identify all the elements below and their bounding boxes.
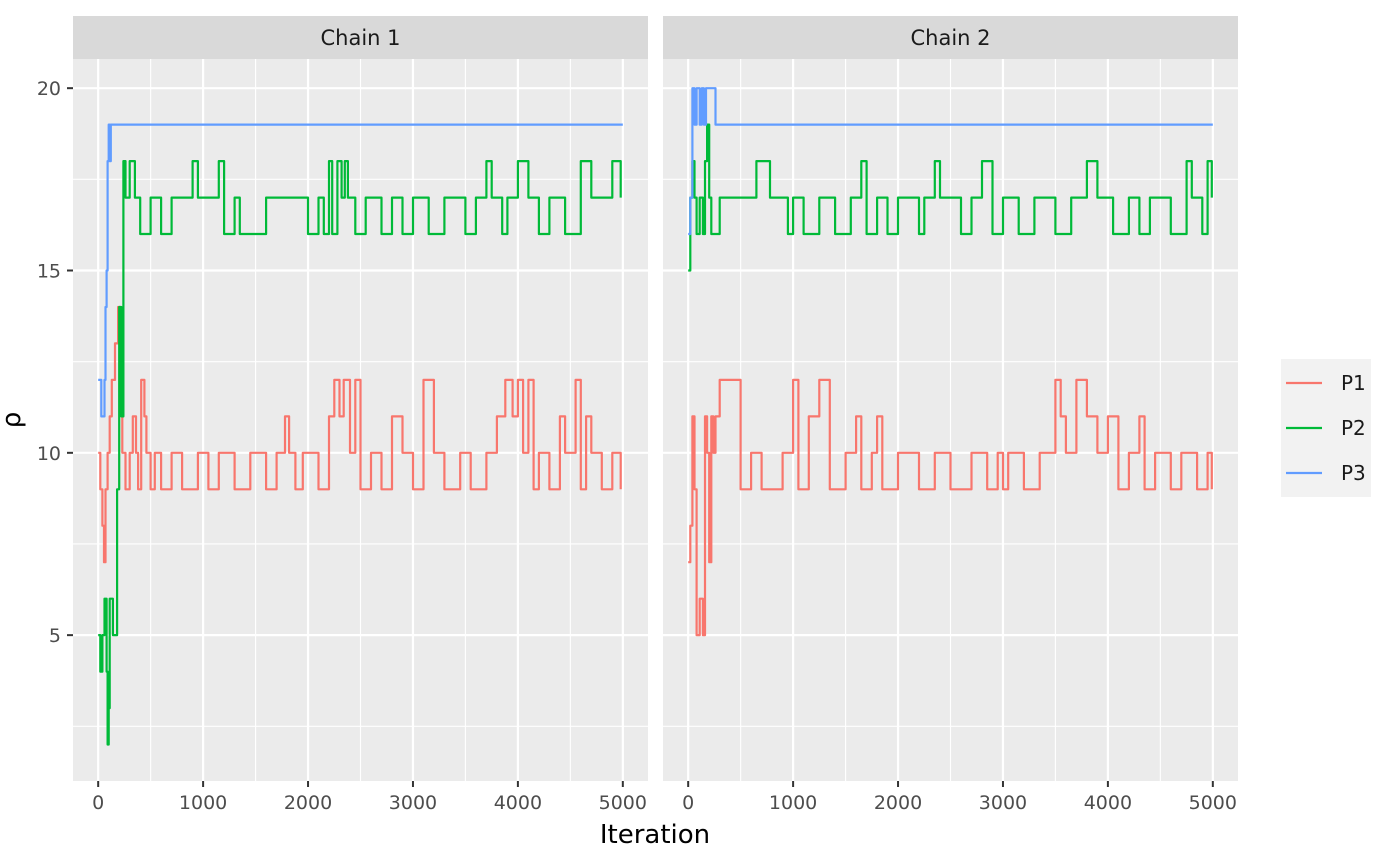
strip-label: Chain 2 [910, 26, 990, 50]
series-line-p1 [98, 305, 622, 564]
x-tick-label: 0 [682, 792, 694, 814]
x-tick-label: 2000 [874, 792, 922, 814]
legend-label: P2 [1341, 416, 1366, 440]
strip-label: Chain 1 [320, 26, 400, 50]
x-axis-ticks: 0 1000 2000 3000 4000 5000 [682, 781, 1237, 814]
x-tick-label: 1000 [179, 792, 227, 814]
x-axis-ticks: 0 1000 2000 3000 4000 5000 [92, 781, 647, 814]
x-tick-label: 3000 [979, 792, 1027, 814]
series-line-p2 [98, 160, 622, 746]
y-axis-title: ρ [0, 412, 27, 429]
legend-item-p1: P1 [1284, 364, 1366, 402]
x-tick-label: 2000 [284, 792, 332, 814]
legend-label: P3 [1341, 461, 1366, 485]
legend-label: P1 [1341, 371, 1366, 395]
x-tick-label: 4000 [1084, 792, 1132, 814]
y-tick-label: 20 [37, 78, 61, 100]
x-tick-label: 0 [92, 792, 104, 814]
series-layer [98, 123, 623, 746]
x-tick-label: 4000 [494, 792, 542, 814]
legend: P1 P2 P3 [1281, 359, 1371, 497]
strip-background [663, 16, 1238, 59]
x-tick-label: 1000 [769, 792, 817, 814]
x-tick-label: 5000 [599, 792, 647, 814]
y-tick-label: 10 [37, 443, 61, 465]
y-axis: 5 10 15 20 [37, 78, 73, 647]
panel-chain-1: Chain 1 0 1000 2000 3000 4000 5000 [73, 16, 648, 814]
legend-item-p2: P2 [1284, 408, 1366, 446]
series-line-p2 [688, 123, 1213, 272]
y-tick-label: 5 [49, 625, 61, 647]
panel-chain-2: Chain 2 0 1000 2000 3000 4000 5000 [663, 16, 1238, 814]
y-tick-label: 15 [37, 260, 61, 282]
legend-item-p3: P3 [1284, 453, 1366, 491]
x-axis-title: Iteration [600, 820, 710, 850]
minor-gridlines [663, 59, 1238, 781]
strip-background [73, 16, 648, 59]
series-line-p3 [98, 123, 623, 418]
x-tick-label: 5000 [1189, 792, 1237, 814]
series-line-p1 [688, 378, 1213, 637]
major-gridlines [73, 59, 648, 781]
series-line-p3 [688, 87, 1213, 236]
x-tick-label: 3000 [389, 792, 437, 814]
series-layer [688, 87, 1213, 637]
